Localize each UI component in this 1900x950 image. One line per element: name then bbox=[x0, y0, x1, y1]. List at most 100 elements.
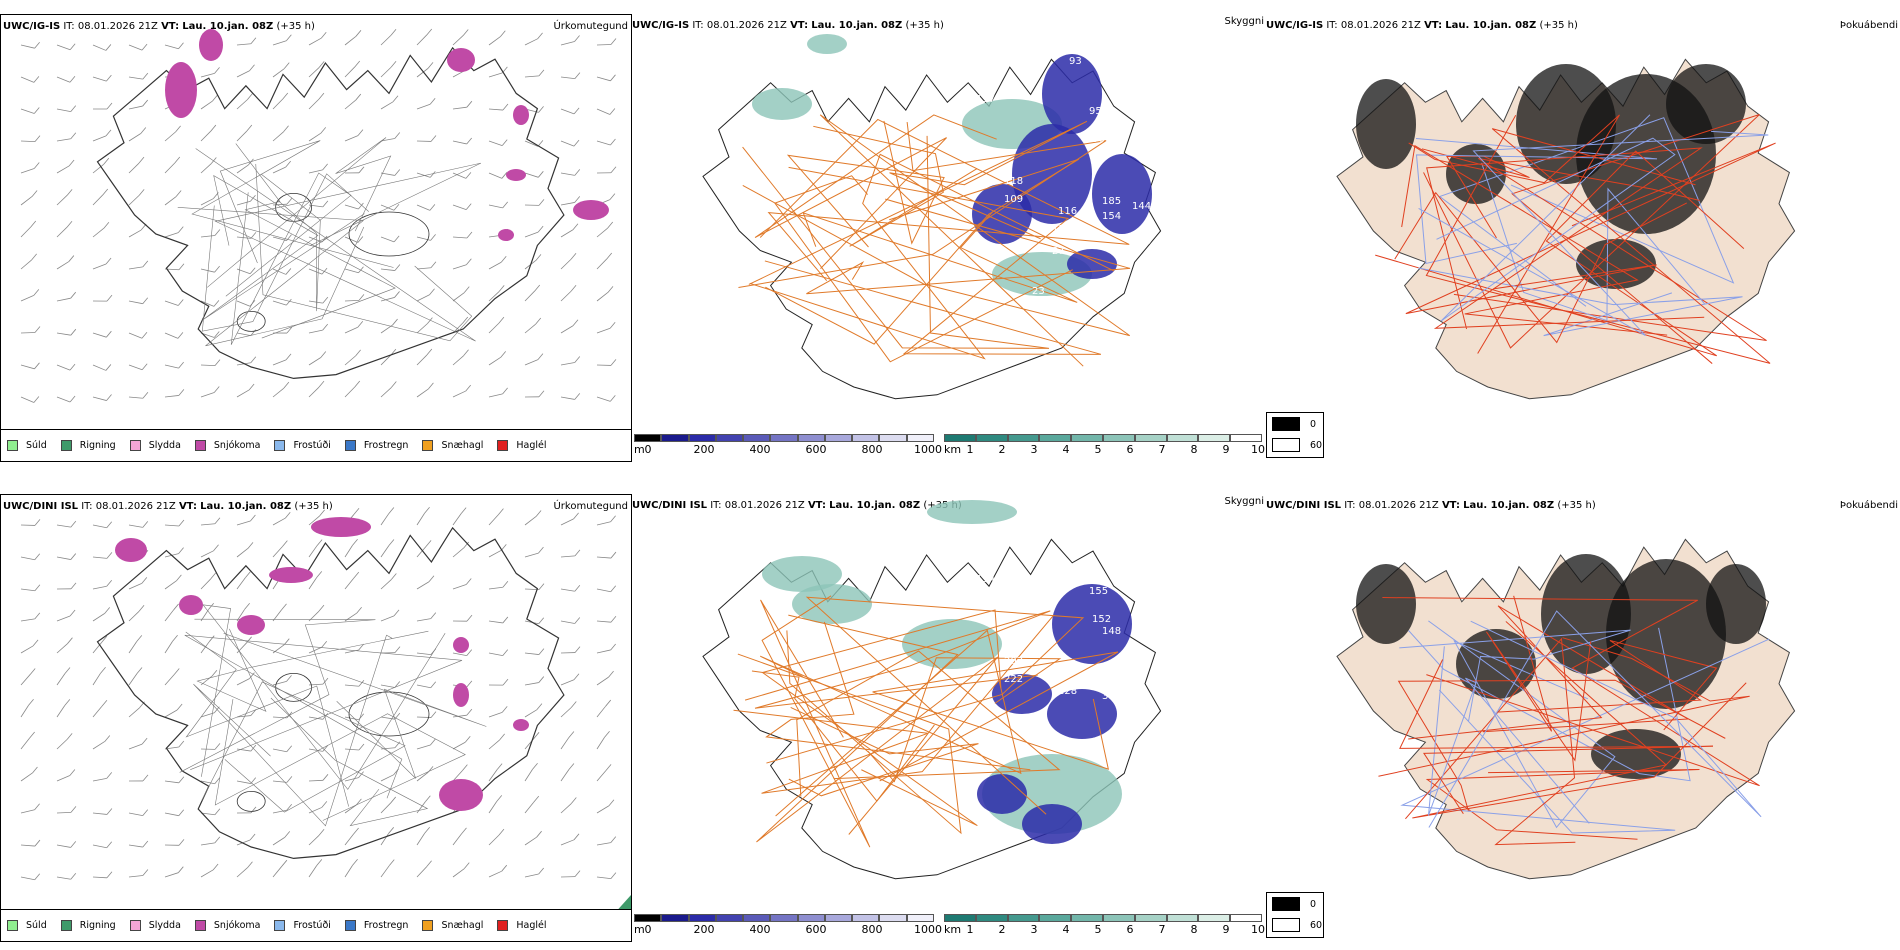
wind-barb-flag bbox=[355, 349, 361, 357]
road bbox=[788, 706, 979, 797]
wind-barb-flag bbox=[178, 519, 185, 527]
legend-swatch bbox=[60, 920, 72, 931]
wind-barb-flag bbox=[248, 383, 255, 391]
scale-tick: 3 bbox=[1030, 443, 1038, 456]
visibility-area bbox=[752, 88, 812, 120]
wind-barb bbox=[128, 583, 142, 590]
wind-barb bbox=[452, 770, 463, 782]
legend-swatch bbox=[7, 920, 18, 931]
wind-barb bbox=[596, 44, 612, 46]
wind-barb-flag bbox=[214, 808, 221, 815]
road bbox=[270, 697, 429, 827]
wind-barb bbox=[596, 737, 605, 750]
wind-barb bbox=[560, 290, 572, 302]
wind-barb bbox=[128, 76, 143, 80]
legend-label: Snæhagl bbox=[441, 920, 484, 931]
wind-barb-flag bbox=[322, 713, 329, 720]
wind-barb-flag bbox=[570, 701, 577, 708]
wind-barb bbox=[56, 396, 71, 403]
cloud-base-label: 222 bbox=[1004, 674, 1023, 685]
wind-barb-flag bbox=[574, 169, 581, 176]
wind-barb bbox=[92, 364, 107, 371]
wind-barb-flag bbox=[142, 809, 149, 816]
precip-legend: Súld Rigning Slydda Snjókoma Frostúði Frostre… bbox=[1, 909, 631, 941]
road bbox=[1428, 610, 1762, 828]
visibility-panel-row2: UWC/DINI ISL IT: 08.01.2026 21Z VT: Lau.… bbox=[632, 494, 1266, 942]
wind-barb bbox=[452, 204, 467, 210]
wind-barb-flag bbox=[610, 138, 616, 146]
road bbox=[184, 634, 463, 799]
panel-title: Úrkomutegund bbox=[553, 501, 628, 512]
wind-barb-flag bbox=[430, 681, 437, 688]
cloud-base-label: 157 bbox=[1052, 224, 1071, 235]
wind-barb-flag bbox=[70, 806, 77, 813]
legend-item: Frostregn bbox=[344, 920, 409, 931]
wind-barb-flag bbox=[568, 731, 575, 738]
wind-barb-flag bbox=[573, 139, 580, 147]
legend-item: Snæhagl bbox=[422, 440, 483, 451]
wind-barb bbox=[164, 609, 174, 622]
wind-barb-flag bbox=[70, 841, 77, 848]
cloud-base-label: 27 bbox=[1057, 306, 1070, 317]
scale-color-step bbox=[879, 914, 907, 922]
wind-barb-flag bbox=[282, 92, 289, 100]
scale-color-step bbox=[797, 434, 825, 442]
legend-label: Frostregn bbox=[363, 920, 409, 931]
legend-item: Rigning bbox=[60, 920, 116, 931]
precip-type-panel-row1: UWC/IG-IS IT: 08.01.2026 21Z VT: Lau. 10… bbox=[0, 14, 632, 462]
legend-label: Haglél bbox=[516, 920, 547, 931]
scale-color-step bbox=[715, 914, 744, 922]
wind-barb-flag bbox=[353, 571, 360, 579]
wind-barb-flag bbox=[285, 353, 292, 361]
road bbox=[737, 630, 962, 835]
wind-barb-flag bbox=[463, 541, 470, 549]
visibility-area bbox=[982, 754, 1122, 834]
wind-barb bbox=[200, 100, 213, 110]
panel-title: Úrkomutegund bbox=[553, 21, 628, 32]
wind-barb-flag bbox=[138, 605, 145, 612]
wind-barb bbox=[272, 809, 287, 814]
scale-tick: 8 bbox=[1190, 443, 1198, 456]
panel-title: Þokuábendi bbox=[1839, 20, 1898, 31]
legend-item: Haglél bbox=[497, 920, 547, 931]
wind-barb-flag bbox=[466, 258, 472, 266]
wind-barb-flag bbox=[136, 635, 143, 642]
wind-barb bbox=[308, 779, 324, 782]
wind-barb bbox=[596, 292, 609, 302]
wind-barb-flag bbox=[250, 232, 257, 239]
wind-barb bbox=[488, 834, 500, 846]
wind-barb bbox=[200, 523, 215, 526]
wind-barb-flag bbox=[283, 381, 290, 389]
scale-tick: 4 bbox=[1062, 443, 1070, 456]
wind-barb-flag bbox=[357, 129, 364, 136]
wind-barb-flag bbox=[463, 349, 469, 357]
wind-barb-flag bbox=[140, 127, 147, 134]
road bbox=[806, 198, 1131, 295]
road bbox=[1428, 620, 1616, 829]
scale-unit: km bbox=[944, 443, 962, 456]
wind-barb-flag bbox=[104, 735, 111, 742]
road bbox=[765, 621, 1031, 771]
wind-barb bbox=[416, 103, 431, 110]
scale-color-step bbox=[1071, 434, 1103, 442]
cloud-base-label: 155 bbox=[1089, 586, 1108, 597]
wind-barb-flag bbox=[502, 649, 509, 656]
wind-barb bbox=[272, 131, 284, 142]
wind-barb bbox=[488, 870, 502, 878]
scale-tick: 0 bbox=[644, 923, 652, 936]
wind-barb-flag bbox=[34, 584, 41, 591]
wind-barb-flag bbox=[499, 30, 506, 37]
road bbox=[796, 650, 1061, 797]
scale-tick: 6 bbox=[1126, 923, 1134, 936]
wind-barb bbox=[488, 356, 501, 366]
wind-barb-flag bbox=[176, 703, 183, 711]
wind-barb-flag bbox=[142, 869, 149, 876]
wind-barb-flag bbox=[610, 395, 616, 402]
cloud-base-area bbox=[1052, 584, 1132, 664]
wind-barb bbox=[488, 801, 498, 814]
wind-barb bbox=[56, 195, 68, 206]
legend-label: Súld bbox=[26, 920, 47, 931]
wind-barb-flag bbox=[425, 540, 432, 547]
wind-barb bbox=[56, 76, 71, 83]
wind-barb bbox=[524, 323, 537, 334]
